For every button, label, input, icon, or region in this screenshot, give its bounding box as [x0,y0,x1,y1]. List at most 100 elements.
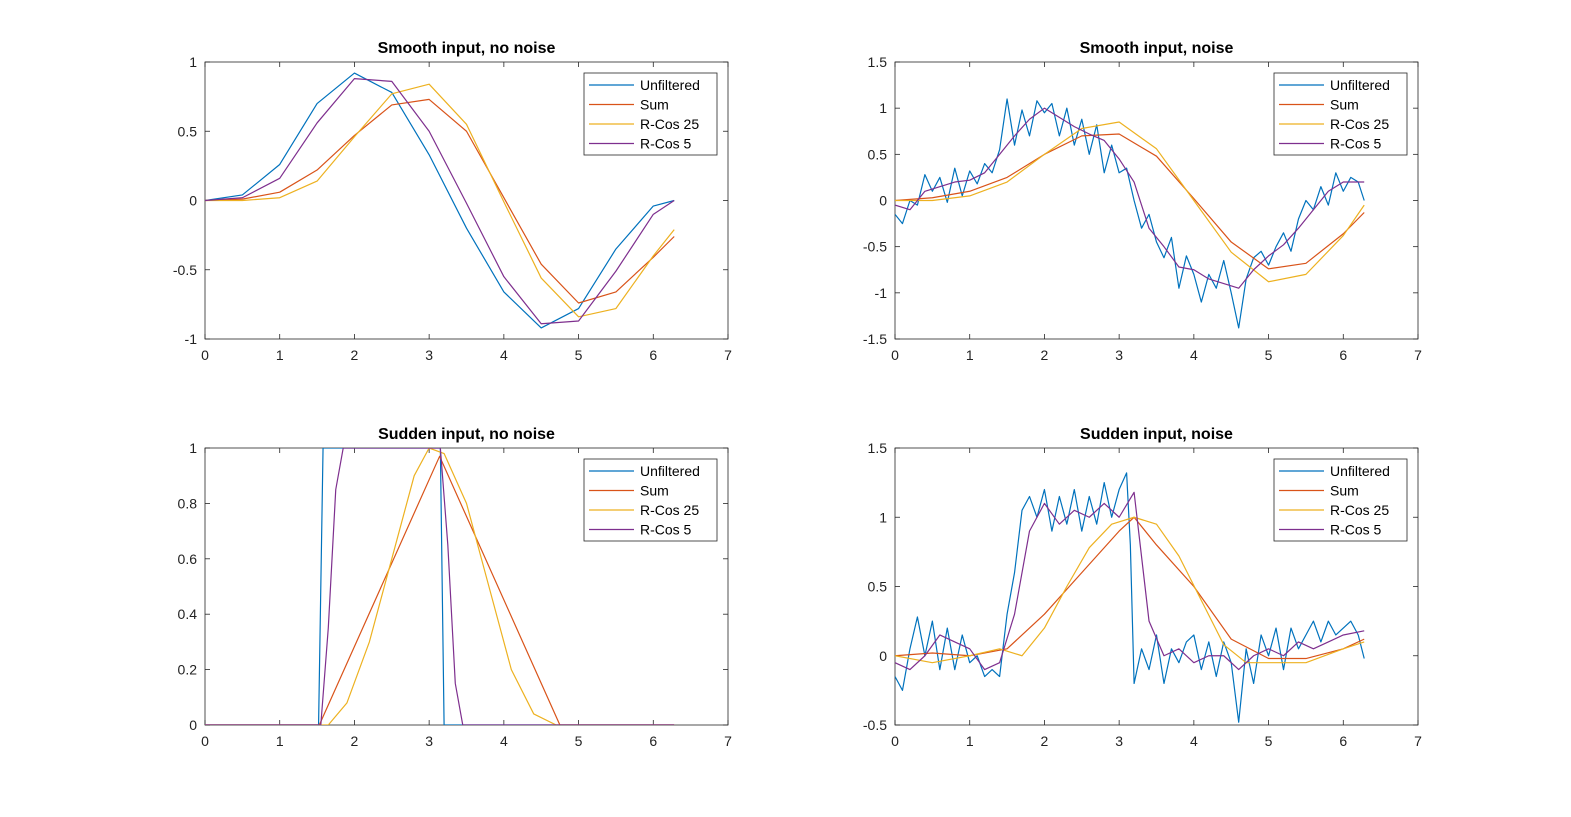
y-tick-label: 0.2 [178,662,198,678]
x-tick-label: 3 [425,733,433,749]
x-tick-label: 0 [201,733,209,749]
legend-box [1273,72,1408,156]
y-tick-label: 1.5 [868,440,888,456]
x-tick-label: 6 [649,733,657,749]
y-tick-label: 0 [189,193,197,209]
x-tick-label: 5 [575,347,583,363]
x-tick-label: 0 [891,733,899,749]
legend-label: R-Cos 25 [1330,502,1389,518]
x-tick-label: 4 [1190,347,1198,363]
y-tick-label: 1 [189,440,197,456]
legend-label: Unfiltered [640,463,700,479]
x-tick-label: 2 [351,733,359,749]
chart-panel-0: 0 1 2 3 4 5 6 7 -1 -0.5 0 0.5 1 Smooth input, no nois… [173,40,732,363]
y-tick-label: 0.8 [178,495,198,511]
legend-label: R-Cos 5 [1330,136,1382,152]
x-tick-label: 4 [1190,733,1198,749]
legend-label: R-Cos 25 [1330,116,1389,132]
legend: Unfiltered Sum R-Cos 25 R-Cos 5 [1273,72,1408,156]
x-tick-label: 0 [201,347,209,363]
series-line-sum [895,133,1365,270]
x-tick-label: 6 [649,347,657,363]
x-tick-label: 2 [1041,733,1049,749]
y-tick-label: 1.5 [868,54,888,70]
y-tick-label: -1.5 [863,331,887,347]
legend-label: R-Cos 25 [640,502,699,518]
series-line-r-cos-5 [895,107,1365,289]
x-tick-label: 4 [500,733,508,749]
y-tick-label: 0.6 [178,551,198,567]
x-tick-label: 1 [966,733,974,749]
x-tick-label: 5 [1265,733,1273,749]
series-line-r-cos-5 [205,78,675,325]
legend-box [1273,458,1408,542]
x-tick-label: 5 [575,733,583,749]
legend: Unfiltered Sum R-Cos 25 R-Cos 5 [583,72,718,156]
legend-label: Unfiltered [1330,463,1390,479]
legend: Unfiltered Sum R-Cos 25 R-Cos 5 [583,458,718,542]
y-tick-label: 1 [879,100,887,116]
series-line-r-cos-25 [205,83,675,318]
x-tick-label: 1 [276,347,284,363]
y-tick-label: 0 [189,717,197,733]
x-tick-label: 2 [1041,347,1049,363]
series-line-r-cos-5 [895,491,1365,671]
series-line-r-cos-5 [205,448,675,725]
legend-label: R-Cos 5 [640,522,692,538]
x-tick-label: 6 [1339,347,1347,363]
x-tick-label: 1 [276,733,284,749]
x-tick-label: 3 [1115,347,1123,363]
legend-box [583,72,718,156]
y-tick-label: 1 [189,54,197,70]
series-line-unfiltered [895,98,1365,329]
x-tick-label: 7 [724,733,732,749]
y-tick-label: -1 [185,331,198,347]
y-tick-label: 0.5 [868,146,888,162]
chart-panel-2: 0 1 2 3 4 5 6 7 0 0.2 0.4 0.6 0.8 1 Sudden input, no n… [178,426,733,749]
legend-label: Unfiltered [640,77,700,93]
y-tick-label: -0.5 [863,239,887,255]
legend-label: Sum [1330,97,1359,113]
legend: Unfiltered Sum R-Cos 25 R-Cos 5 [1273,458,1408,542]
y-tick-label: -1 [875,285,888,301]
x-tick-label: 3 [425,347,433,363]
y-tick-label: -0.5 [863,717,887,733]
legend-label: R-Cos 25 [640,116,699,132]
x-tick-label: 0 [891,347,899,363]
y-tick-label: 0 [879,648,887,664]
legend-box [583,458,718,542]
chart-title: Smooth input, noise [1080,40,1234,57]
y-tick-label: 0.4 [178,606,198,622]
x-tick-label: 3 [1115,733,1123,749]
series-line-r-cos-25 [895,121,1365,283]
x-tick-label: 7 [1414,733,1422,749]
chart-title: Sudden input, noise [1080,426,1233,443]
x-tick-label: 7 [724,347,732,363]
series-line-r-cos-25 [895,516,1365,664]
chart-title: Sudden input, no noise [378,426,555,443]
y-tick-label: 0 [879,193,887,209]
x-tick-label: 2 [351,347,359,363]
x-tick-label: 1 [966,347,974,363]
series-line-unfiltered [205,72,675,329]
legend-label: Sum [640,483,669,499]
x-tick-label: 5 [1265,347,1273,363]
chart-panel-1: 0 1 2 3 4 5 6 7 -1.5 -1 -0.5 0 0.5 1 1.5 Smooth input, … [863,40,1422,363]
series-line-sum [205,98,675,304]
legend-label: Sum [1330,483,1359,499]
y-tick-label: 0.5 [178,123,198,139]
series-line-unfiltered [895,472,1365,723]
legend-label: R-Cos 5 [640,136,692,152]
y-tick-label: -0.5 [173,262,197,278]
x-tick-label: 4 [500,347,508,363]
x-tick-label: 6 [1339,733,1347,749]
series-line-sum [205,455,675,725]
y-tick-label: 0.5 [868,579,888,595]
legend-label: R-Cos 5 [1330,522,1382,538]
legend-label: Sum [640,97,669,113]
y-tick-label: 1 [879,509,887,525]
x-tick-label: 7 [1414,347,1422,363]
legend-label: Unfiltered [1330,77,1390,93]
